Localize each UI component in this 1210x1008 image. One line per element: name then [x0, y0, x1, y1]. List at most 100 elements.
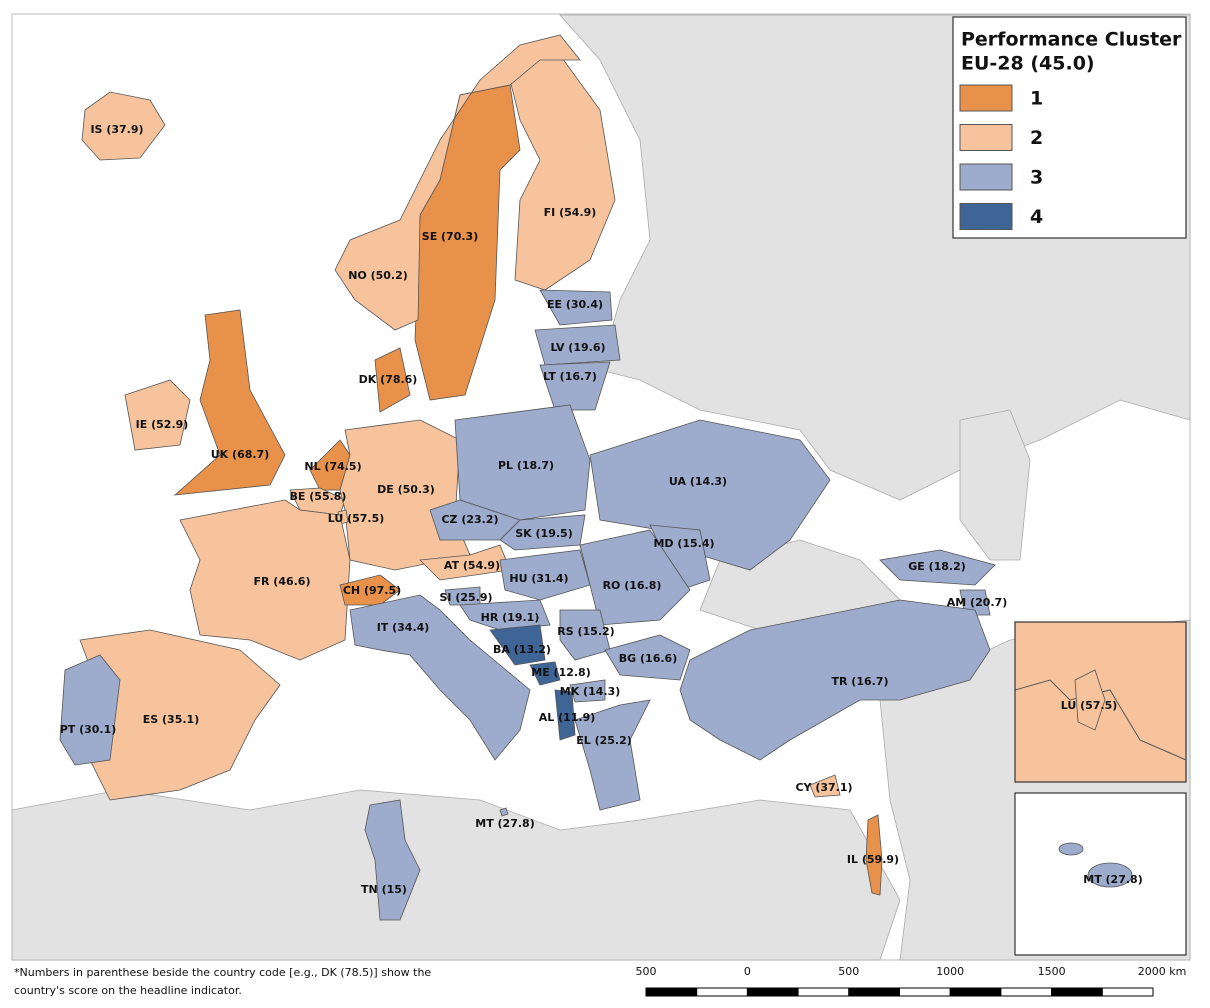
scale-segment	[746, 987, 799, 997]
country-shape	[534, 324, 621, 366]
land-africa	[11, 789, 901, 961]
country-shape	[1074, 669, 1106, 731]
country-shape	[349, 594, 531, 761]
country-shape	[81, 91, 166, 161]
country-shape	[574, 699, 651, 811]
country-shape	[1087, 862, 1133, 888]
country-shape	[865, 814, 883, 896]
country-label: LT (16.7)	[543, 370, 597, 383]
country-label: EL (25.2)	[576, 734, 632, 747]
country-shape	[679, 599, 991, 761]
scale-segment	[1051, 987, 1103, 997]
country-shape	[499, 807, 509, 817]
country-label: SI (25.9)	[439, 591, 492, 604]
country-label: GE (18.2)	[908, 560, 966, 573]
country-shape	[589, 419, 831, 571]
country-label: FI (54.9)	[544, 206, 597, 219]
country-label: PT (30.1)	[60, 723, 117, 736]
country-shape	[179, 499, 351, 661]
country-shape	[529, 661, 561, 686]
scale-segment	[1000, 987, 1053, 997]
country-label: FR (46.6)	[253, 575, 310, 588]
legend-title: Performance Cluster	[961, 29, 1182, 51]
country-label: RS (15.2)	[557, 625, 614, 638]
country-shape	[539, 289, 613, 326]
scale-segment	[645, 987, 698, 997]
country-label: DK (78.6)	[359, 373, 418, 386]
country-label: CH (97.5)	[343, 584, 401, 597]
country-label: MK (14.3)	[560, 685, 621, 698]
scale-bar: 500 0 500 1000 1500 2000 km	[636, 965, 1186, 997]
legend-label: 4	[1030, 206, 1043, 228]
country-label: HR (19.1)	[481, 611, 540, 624]
country-label: IE (52.9)	[136, 418, 189, 431]
footnote: country's score on the headline indicato…	[14, 984, 242, 997]
country-label: IL (59.9)	[847, 853, 899, 866]
country-label: IS (37.9)	[90, 123, 143, 136]
country-label: TR (16.7)	[832, 675, 889, 688]
country-label: EE (30.4)	[547, 298, 603, 311]
scale-segment	[949, 987, 1002, 997]
country-shape	[879, 549, 996, 586]
country-label: TN (15)	[361, 883, 407, 896]
country-label: NO (50.2)	[348, 269, 408, 282]
country-label: LU (57.5)	[328, 512, 385, 525]
country-label: BE (55.8)	[290, 490, 347, 503]
country-label: AL (11.9)	[539, 711, 596, 724]
country-label: LV (19.6)	[550, 341, 605, 354]
country-label: SE (70.3)	[422, 230, 478, 243]
country-label: HU (31.4)	[509, 572, 568, 585]
legend-swatch	[959, 84, 1013, 112]
country-labels: IS (37.9) SE (70.3) FI (54.9) NO (50.2) EE (…	[60, 123, 1008, 896]
country-shape	[339, 574, 401, 606]
country-shape	[499, 514, 586, 551]
country-shape	[604, 634, 691, 681]
scale-segment	[696, 987, 748, 997]
legend-label: 2	[1030, 127, 1043, 149]
country-label: LU (57.5)	[1061, 699, 1118, 712]
scale-segment	[797, 987, 850, 997]
country-shape	[579, 529, 691, 626]
caspian-sea	[959, 409, 1031, 561]
country-label: AM (20.7)	[947, 596, 1007, 609]
country-label: UK (68.7)	[211, 448, 269, 461]
scale-label: 1500	[1038, 965, 1066, 978]
country-label: UA (14.3)	[669, 475, 727, 488]
country-label: RO (16.8)	[603, 579, 662, 592]
legend-swatch	[959, 124, 1013, 151]
country-shape	[554, 689, 576, 741]
country-shape	[334, 34, 581, 331]
scale-label: 500	[636, 965, 657, 978]
country-label: BA (13.2)	[493, 643, 551, 656]
country-label: CY (37.1)	[795, 781, 852, 794]
countries	[59, 34, 996, 921]
country-shape	[173, 309, 286, 496]
country-label: CZ (23.2)	[441, 513, 498, 526]
country-label: SK (19.5)	[515, 527, 572, 540]
country-shape	[559, 609, 611, 661]
country-label: MD (15.4)	[653, 537, 714, 550]
country-shape	[419, 544, 511, 581]
country-shape	[124, 379, 191, 451]
country-label: AT (54.9)	[444, 559, 500, 572]
country-label: IT (34.4)	[377, 621, 430, 634]
country-label: BG (16.6)	[619, 652, 677, 665]
scale-label: 1000	[936, 965, 964, 978]
country-label: NL (74.5)	[304, 460, 361, 473]
legend-label: 3	[1030, 167, 1043, 189]
country-shape	[569, 679, 606, 703]
country-shape	[364, 799, 421, 921]
legend-swatch	[959, 163, 1013, 191]
footnote: *Numbers in parenthese beside the countr…	[14, 966, 431, 979]
legend-label: 1	[1030, 88, 1043, 110]
country-label: DE (50.3)	[377, 483, 435, 496]
country-label: MT (27.8)	[1083, 873, 1142, 886]
country-shape	[1058, 842, 1084, 856]
country-shape	[499, 549, 591, 601]
scale-segment	[1101, 987, 1154, 997]
country-label: PL (18.7)	[498, 459, 554, 472]
country-label: ES (35.1)	[143, 713, 199, 726]
country-label: MT (27.8)	[475, 817, 534, 830]
legend-swatch	[959, 203, 1013, 230]
